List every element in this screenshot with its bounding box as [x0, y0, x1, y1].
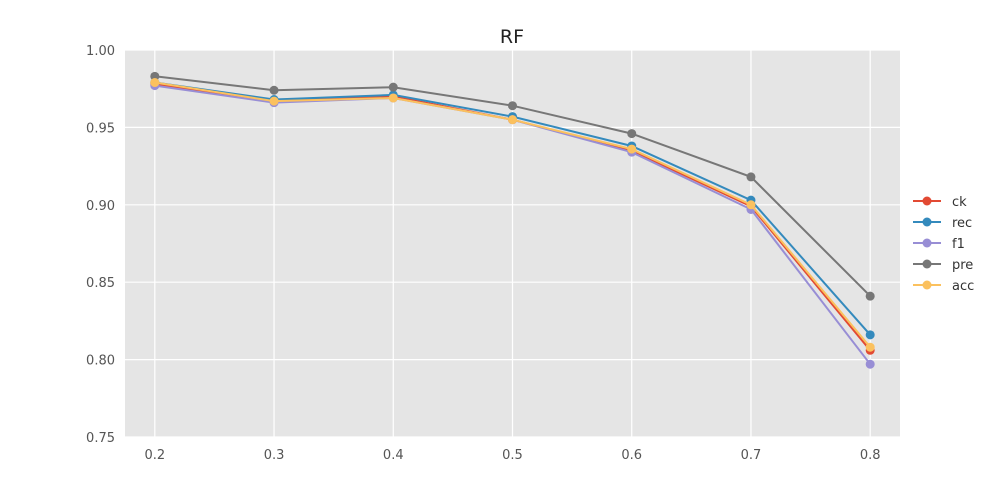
legend-label-rec: rec — [952, 216, 972, 231]
data-point-acc — [865, 342, 875, 352]
data-point-pre — [508, 101, 517, 111]
data-point-pre — [388, 82, 398, 92]
series-acc — [150, 78, 875, 352]
y-axis: 0.75 0.80 0.85 0.90 0.95 1.00 — [86, 44, 115, 446]
data-point-acc — [746, 200, 756, 210]
x-tick-label: 0.4 — [383, 448, 404, 463]
data-point-rec — [865, 330, 875, 340]
y-tick-label: 0.90 — [86, 199, 115, 214]
series-pre — [150, 71, 875, 301]
legend-marker-acc — [922, 280, 932, 290]
legend-marker-pre — [922, 259, 932, 269]
grid — [125, 49, 900, 438]
data-point-acc — [388, 93, 398, 103]
y-tick-label: 0.80 — [86, 354, 115, 369]
data-point-pre — [865, 291, 875, 301]
y-tick-label: 1.00 — [86, 44, 115, 59]
legend: ck rec f1 pre acc — [913, 195, 974, 294]
x-tick-label: 0.8 — [860, 448, 881, 463]
legend-item-rec: rec — [913, 216, 972, 231]
legend-label-ck: ck — [952, 195, 967, 210]
x-tick-label: 0.7 — [741, 448, 762, 463]
x-tick-label: 0.6 — [621, 448, 642, 463]
data-point-pre — [150, 71, 160, 81]
legend-item-ck: ck — [913, 195, 967, 210]
legend-label-f1: f1 — [952, 237, 965, 252]
x-tick-label: 0.2 — [144, 448, 165, 463]
data-point-acc — [150, 78, 160, 88]
data-point-acc — [508, 115, 517, 125]
series-group — [150, 71, 875, 369]
data-point-acc — [627, 144, 637, 154]
x-axis: 0.2 0.3 0.4 0.5 0.6 0.7 0.8 — [144, 448, 880, 463]
legend-marker-ck — [922, 196, 932, 206]
legend-marker-rec — [922, 217, 932, 227]
data-point-acc — [269, 96, 279, 106]
legend-marker-f1 — [922, 238, 932, 248]
data-point-pre — [746, 172, 756, 182]
y-tick-label: 0.75 — [86, 431, 115, 446]
legend-item-f1: f1 — [913, 237, 965, 252]
chart-title: RF — [500, 26, 524, 48]
legend-label-pre: pre — [952, 258, 973, 273]
data-point-pre — [269, 85, 279, 95]
data-point-f1 — [865, 359, 875, 369]
legend-item-acc: acc — [913, 279, 974, 294]
x-tick-label: 0.5 — [502, 448, 523, 463]
data-point-pre — [627, 129, 637, 139]
x-tick-label: 0.3 — [264, 448, 285, 463]
y-tick-label: 0.85 — [86, 276, 115, 291]
legend-label-acc: acc — [952, 279, 974, 294]
y-tick-label: 0.95 — [86, 121, 115, 136]
legend-item-pre: pre — [913, 258, 973, 273]
